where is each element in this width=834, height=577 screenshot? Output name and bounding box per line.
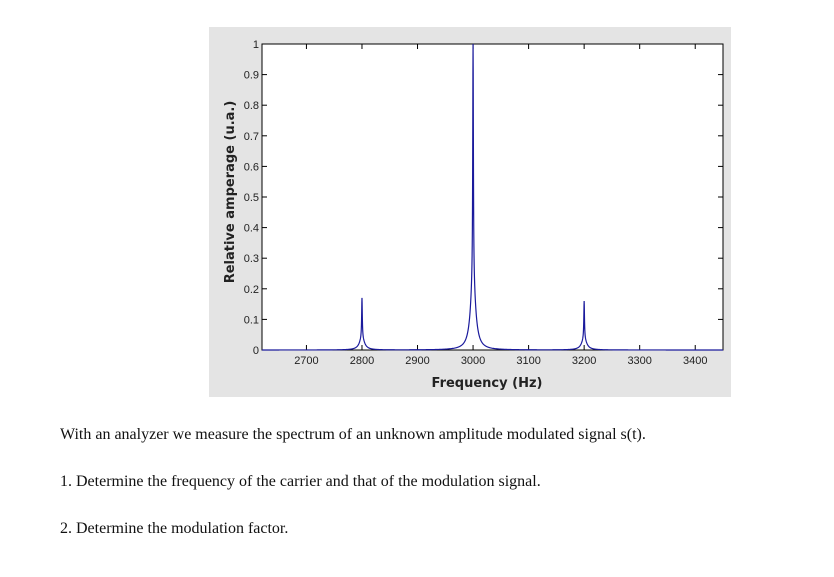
y-axis-label: Relative amperage (u.a.) bbox=[223, 101, 238, 284]
x-tick-label: 3400 bbox=[683, 355, 707, 367]
problem-statement: With an analyzer we measure the spectrum… bbox=[60, 426, 646, 443]
x-tick-label: 3000 bbox=[461, 355, 485, 367]
y-tick-label: 1 bbox=[253, 39, 259, 51]
spectrum-chart: 0 0.1 0.2 0.3 0.4 0.5 0.6 0.7 0.8 0.9 1 2700 2800 29… bbox=[223, 39, 724, 391]
y-tick-label: 0.2 bbox=[244, 284, 259, 296]
y-tick-label: 0.7 bbox=[244, 131, 259, 143]
plot-area bbox=[261, 43, 724, 351]
x-tick-label: 2800 bbox=[350, 355, 374, 367]
x-tick-label: 2700 bbox=[294, 355, 318, 367]
y-tick-label: 0.8 bbox=[244, 100, 259, 112]
question-1: 1. Determine the frequency of the carrie… bbox=[60, 473, 541, 490]
question-2: 2. Determine the modulation factor. bbox=[60, 520, 289, 537]
x-axis-label: Frequency (Hz) bbox=[432, 376, 543, 391]
y-tick-label: 0 bbox=[253, 345, 259, 357]
y-tick-label: 0.1 bbox=[244, 314, 259, 326]
x-tick-label: 2900 bbox=[405, 355, 429, 367]
x-tick-label: 3100 bbox=[516, 355, 540, 367]
x-tick-label: 3200 bbox=[572, 355, 596, 367]
y-tick-label: 0.6 bbox=[244, 161, 259, 173]
y-tick-label: 0.3 bbox=[244, 253, 259, 265]
y-tick-label: 0.4 bbox=[244, 223, 259, 235]
figure-panel: 0 0.1 0.2 0.3 0.4 0.5 0.6 0.7 0.8 0.9 1 2700 2800 29… bbox=[209, 27, 731, 397]
y-tick-label: 0.5 bbox=[244, 192, 259, 204]
spectrum-line bbox=[262, 43, 723, 351]
x-tick-label: 3300 bbox=[627, 355, 651, 367]
y-tick-label: 0.9 bbox=[244, 70, 259, 82]
